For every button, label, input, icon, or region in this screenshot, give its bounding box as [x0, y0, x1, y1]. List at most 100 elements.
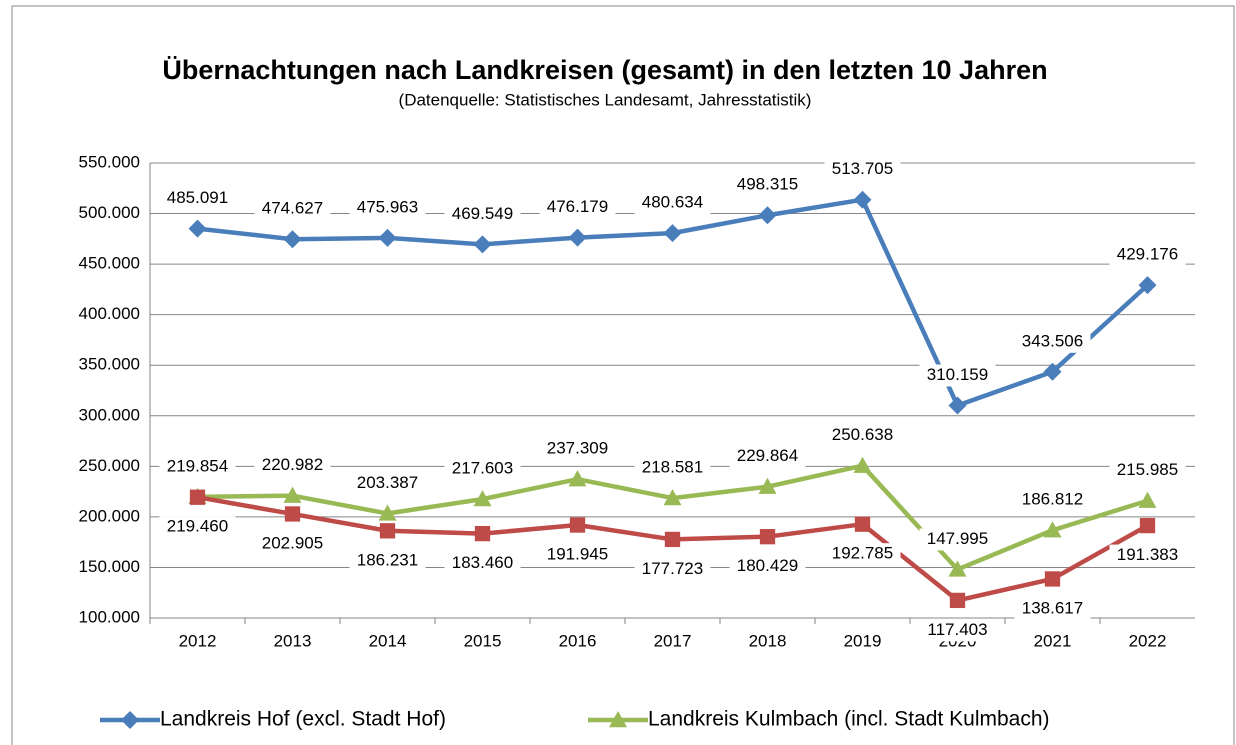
marker	[568, 228, 587, 247]
data-label: 219.854	[167, 456, 228, 475]
marker	[474, 525, 491, 542]
marker	[948, 396, 967, 415]
y-tick-label: 500.000	[79, 203, 140, 222]
data-label: 186.231	[357, 550, 418, 569]
data-label: 117.403	[927, 620, 987, 639]
marker	[568, 470, 587, 487]
data-label: 469.549	[452, 204, 513, 223]
marker	[473, 235, 492, 254]
data-label: 219.460	[167, 517, 228, 536]
marker	[379, 523, 396, 539]
data-label: 343.506	[1022, 331, 1083, 350]
data-label: 138.617	[1022, 598, 1083, 617]
marker	[853, 456, 872, 473]
chart-title: Übernachtungen nach Landkreisen (gesamt)…	[162, 55, 1047, 85]
marker	[283, 486, 302, 503]
label-bg	[919, 364, 996, 387]
marker	[378, 228, 397, 247]
marker	[949, 592, 966, 609]
data-label: 215.985	[1117, 460, 1178, 479]
marker	[1043, 362, 1062, 381]
x-tick-label: 2022	[1129, 631, 1167, 650]
data-label: 475.963	[357, 197, 418, 216]
data-label: 203.387	[357, 473, 418, 492]
label-bg	[729, 174, 806, 197]
x-tick-label: 2021	[1034, 631, 1072, 650]
label-bg	[634, 192, 711, 215]
data-label: 180.429	[737, 556, 798, 575]
label-bg	[634, 457, 711, 480]
data-label: 429.176	[1117, 245, 1178, 264]
x-tick-label: 2017	[654, 631, 692, 650]
marker	[1044, 571, 1061, 587]
marker	[853, 190, 872, 209]
x-tick-label: 2013	[274, 631, 312, 650]
label-bg	[349, 472, 426, 495]
marker	[758, 477, 777, 494]
label-bg	[729, 555, 806, 578]
x-tick-label: 2018	[749, 631, 787, 650]
marker	[609, 711, 627, 728]
data-label: 217.603	[452, 459, 513, 478]
data-label: 202.905	[262, 533, 323, 552]
data-label: 183.460	[452, 553, 513, 572]
marker	[569, 517, 586, 533]
data-label: 229.864	[737, 446, 798, 465]
marker	[854, 516, 871, 532]
x-tick-label: 2019	[844, 631, 882, 650]
label-bg	[824, 543, 901, 566]
label-bg	[634, 558, 711, 581]
label-bg	[539, 438, 616, 461]
label-bg	[1014, 489, 1091, 512]
marker	[1139, 517, 1156, 534]
label-bg	[1109, 544, 1186, 567]
marker	[758, 206, 777, 225]
data-label: 250.638	[832, 425, 893, 444]
label-bg	[159, 516, 236, 539]
data-label: 485.091	[167, 188, 228, 207]
x-tick-label: 2012	[179, 631, 217, 650]
label-bg	[1014, 330, 1091, 353]
marker	[378, 504, 397, 521]
label-bg	[349, 549, 426, 572]
label-bg	[254, 532, 331, 555]
data-label: 513.705	[832, 159, 893, 178]
data-label: 186.812	[1022, 490, 1083, 509]
marker	[284, 506, 301, 522]
y-tick-label: 200.000	[79, 506, 140, 525]
label-bg	[919, 528, 996, 551]
x-tick-label: 2015	[464, 631, 502, 650]
y-tick-label: 100.000	[79, 607, 140, 626]
label-bg	[159, 187, 236, 210]
data-label: 237.309	[547, 439, 608, 458]
marker	[663, 224, 682, 243]
x-tick-label: 2016	[559, 631, 597, 650]
label-bg	[824, 424, 901, 447]
marker	[1138, 276, 1157, 295]
data-label: 218.581	[642, 458, 703, 477]
label-bg	[539, 196, 616, 219]
label-bg	[1109, 459, 1186, 482]
data-label: 310.159	[927, 365, 988, 384]
data-label: 480.634	[642, 193, 703, 212]
chart-border	[11, 5, 1235, 745]
data-label: 147.995	[927, 529, 988, 548]
legend-label: Landkreis Hof (excl. Stadt Hof)	[160, 708, 446, 731]
label-bg	[539, 544, 616, 567]
marker	[188, 219, 207, 238]
y-tick-label: 150.000	[79, 557, 140, 576]
marker	[473, 490, 492, 507]
label-bg	[919, 619, 996, 642]
y-tick-label: 250.000	[79, 456, 140, 475]
y-tick-label: 400.000	[79, 304, 140, 323]
label-bg	[729, 445, 806, 468]
marker	[948, 560, 967, 577]
data-label: 191.383	[1117, 545, 1178, 564]
data-label: 474.627	[262, 199, 323, 218]
y-tick-label: 350.000	[79, 355, 140, 374]
marker	[663, 489, 682, 506]
marker	[283, 230, 302, 249]
marker	[189, 489, 206, 505]
data-label: 498.315	[737, 175, 798, 194]
